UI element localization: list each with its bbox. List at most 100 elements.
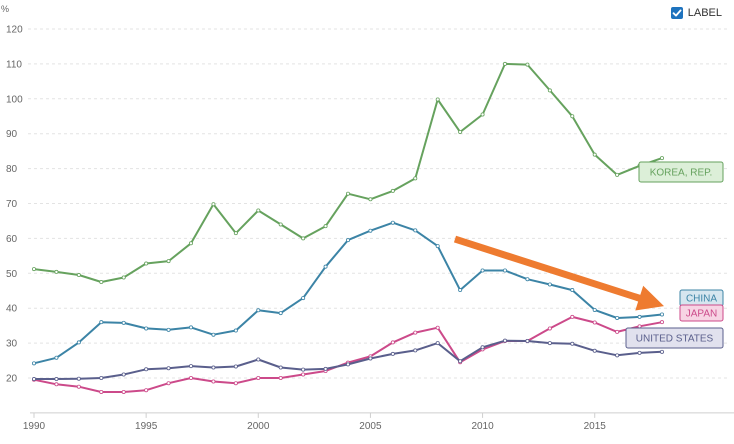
data-point[interactable] xyxy=(324,367,327,370)
data-point[interactable] xyxy=(189,242,192,245)
data-point[interactable] xyxy=(100,390,103,393)
data-point[interactable] xyxy=(100,321,103,324)
data-point[interactable] xyxy=(593,321,596,324)
data-point[interactable] xyxy=(436,244,439,247)
data-point[interactable] xyxy=(548,342,551,345)
data-point[interactable] xyxy=(145,327,148,330)
data-point[interactable] xyxy=(100,376,103,379)
data-point[interactable] xyxy=(346,363,349,366)
data-point[interactable] xyxy=(32,268,35,271)
data-point[interactable] xyxy=(548,283,551,286)
data-point[interactable] xyxy=(32,362,35,365)
data-point[interactable] xyxy=(414,331,417,334)
data-point[interactable] xyxy=(503,269,506,272)
data-point[interactable] xyxy=(122,390,125,393)
data-point[interactable] xyxy=(77,385,80,388)
data-point[interactable] xyxy=(234,382,237,385)
data-point[interactable] xyxy=(391,352,394,355)
data-point[interactable] xyxy=(257,209,260,212)
data-point[interactable] xyxy=(189,365,192,368)
data-point[interactable] xyxy=(279,376,282,379)
data-point[interactable] xyxy=(279,311,282,314)
data-point[interactable] xyxy=(145,389,148,392)
data-point[interactable] xyxy=(503,339,506,342)
data-point[interactable] xyxy=(571,315,574,318)
data-point[interactable] xyxy=(638,325,641,328)
data-point[interactable] xyxy=(324,225,327,228)
data-point[interactable] xyxy=(638,315,641,318)
data-point[interactable] xyxy=(145,368,148,371)
data-point[interactable] xyxy=(660,157,663,160)
data-point[interactable] xyxy=(346,192,349,195)
label-checkbox[interactable] xyxy=(671,7,683,19)
data-point[interactable] xyxy=(302,296,305,299)
data-point[interactable] xyxy=(167,382,170,385)
data-point[interactable] xyxy=(189,376,192,379)
data-point[interactable] xyxy=(167,367,170,370)
data-point[interactable] xyxy=(638,351,641,354)
data-point[interactable] xyxy=(414,177,417,180)
data-point[interactable] xyxy=(32,377,35,380)
data-point[interactable] xyxy=(526,63,529,66)
data-point[interactable] xyxy=(324,265,327,268)
data-point[interactable] xyxy=(212,366,215,369)
data-point[interactable] xyxy=(55,356,58,359)
data-point[interactable] xyxy=(77,341,80,344)
data-point[interactable] xyxy=(660,313,663,316)
data-point[interactable] xyxy=(571,115,574,118)
data-point[interactable] xyxy=(459,288,462,291)
data-point[interactable] xyxy=(145,262,148,265)
data-point[interactable] xyxy=(660,321,663,324)
data-point[interactable] xyxy=(302,368,305,371)
data-point[interactable] xyxy=(55,383,58,386)
data-point[interactable] xyxy=(571,342,574,345)
data-point[interactable] xyxy=(369,229,372,232)
data-point[interactable] xyxy=(616,354,619,357)
data-point[interactable] xyxy=(481,113,484,116)
data-point[interactable] xyxy=(503,62,506,65)
data-point[interactable] xyxy=(212,380,215,383)
data-point[interactable] xyxy=(616,173,619,176)
data-point[interactable] xyxy=(660,350,663,353)
data-point[interactable] xyxy=(234,365,237,368)
data-point[interactable] xyxy=(122,321,125,324)
data-point[interactable] xyxy=(414,229,417,232)
label-toggle[interactable]: LABEL xyxy=(671,7,722,19)
data-point[interactable] xyxy=(436,98,439,101)
data-point[interactable] xyxy=(526,339,529,342)
data-point[interactable] xyxy=(234,232,237,235)
data-point[interactable] xyxy=(436,326,439,329)
data-point[interactable] xyxy=(234,329,237,332)
data-point[interactable] xyxy=(459,130,462,133)
data-point[interactable] xyxy=(279,223,282,226)
data-point[interactable] xyxy=(436,342,439,345)
data-point[interactable] xyxy=(593,153,596,156)
data-point[interactable] xyxy=(279,366,282,369)
data-point[interactable] xyxy=(526,278,529,281)
data-point[interactable] xyxy=(189,326,192,329)
data-point[interactable] xyxy=(616,316,619,319)
data-point[interactable] xyxy=(55,377,58,380)
data-point[interactable] xyxy=(391,221,394,224)
data-point[interactable] xyxy=(122,373,125,376)
data-point[interactable] xyxy=(369,198,372,201)
data-point[interactable] xyxy=(548,327,551,330)
data-point[interactable] xyxy=(481,346,484,349)
data-point[interactable] xyxy=(122,276,125,279)
data-point[interactable] xyxy=(302,373,305,376)
data-point[interactable] xyxy=(391,189,394,192)
data-point[interactable] xyxy=(459,360,462,363)
data-point[interactable] xyxy=(593,308,596,311)
data-point[interactable] xyxy=(571,288,574,291)
data-point[interactable] xyxy=(167,259,170,262)
data-point[interactable] xyxy=(548,89,551,92)
data-point[interactable] xyxy=(616,330,619,333)
data-point[interactable] xyxy=(414,349,417,352)
data-point[interactable] xyxy=(212,333,215,336)
data-point[interactable] xyxy=(257,358,260,361)
data-point[interactable] xyxy=(77,377,80,380)
data-point[interactable] xyxy=(593,349,596,352)
data-point[interactable] xyxy=(212,203,215,206)
data-point[interactable] xyxy=(100,280,103,283)
data-point[interactable] xyxy=(346,239,349,242)
